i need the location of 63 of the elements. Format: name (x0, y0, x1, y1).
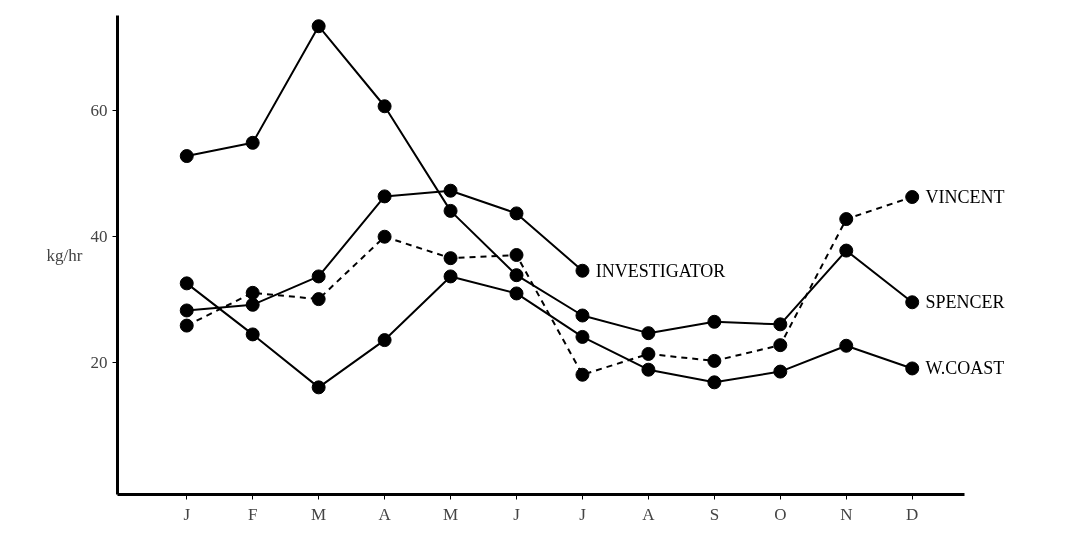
point (245, 297, 260, 312)
y-tick-label: 60 (90, 100, 108, 120)
x-tick-label: N (840, 504, 853, 524)
point (245, 327, 260, 342)
point (443, 183, 458, 198)
x-tick-label: O (774, 504, 787, 524)
point (377, 189, 392, 204)
y-tick-label: 20 (90, 352, 108, 372)
x-tick-label: M (311, 504, 327, 524)
point (245, 285, 260, 300)
x-tick-label: F (247, 504, 258, 524)
x-tick-label: J (183, 504, 191, 524)
point (707, 353, 722, 368)
point (311, 19, 326, 34)
point (509, 206, 524, 221)
x-tick-label: J (513, 504, 521, 524)
series-label: SPENCER (925, 292, 1005, 313)
point (839, 338, 854, 353)
point (179, 318, 194, 333)
series-label: VINCENT (925, 187, 1005, 208)
point (311, 292, 326, 307)
point (905, 295, 920, 310)
point (245, 135, 260, 150)
point (179, 276, 194, 291)
point (905, 361, 920, 376)
point (575, 329, 590, 344)
series-label: W.COAST (925, 358, 1005, 379)
point (179, 149, 194, 164)
point (509, 286, 524, 301)
point (707, 314, 722, 329)
point (839, 243, 854, 258)
point (509, 248, 524, 262)
point (641, 326, 656, 341)
y-tick-label: 40 (90, 226, 108, 246)
series-label: INVESTIGATOR (595, 260, 726, 281)
x-tick-label: M (443, 504, 459, 524)
x-tick-label: D (906, 504, 919, 524)
point (575, 308, 590, 323)
point (641, 362, 656, 377)
point (443, 251, 458, 266)
point (773, 364, 788, 379)
point (509, 268, 524, 283)
point (443, 203, 458, 218)
x-tick-label: J (579, 504, 587, 524)
point (377, 99, 392, 114)
y-axis-title: kg/hr (46, 245, 83, 265)
x-tick-label: A (378, 504, 392, 524)
point (311, 269, 326, 284)
point (773, 317, 788, 332)
x-tick-label: S (709, 504, 720, 524)
point (839, 212, 854, 227)
point (641, 346, 656, 361)
point (905, 190, 920, 204)
x-tick-label: A (642, 504, 656, 524)
point (575, 263, 590, 278)
point (773, 338, 788, 353)
point (443, 269, 458, 284)
point (179, 303, 194, 318)
point (377, 333, 392, 348)
point (311, 380, 326, 395)
point (707, 375, 722, 390)
point (377, 229, 392, 244)
point (575, 367, 590, 382)
